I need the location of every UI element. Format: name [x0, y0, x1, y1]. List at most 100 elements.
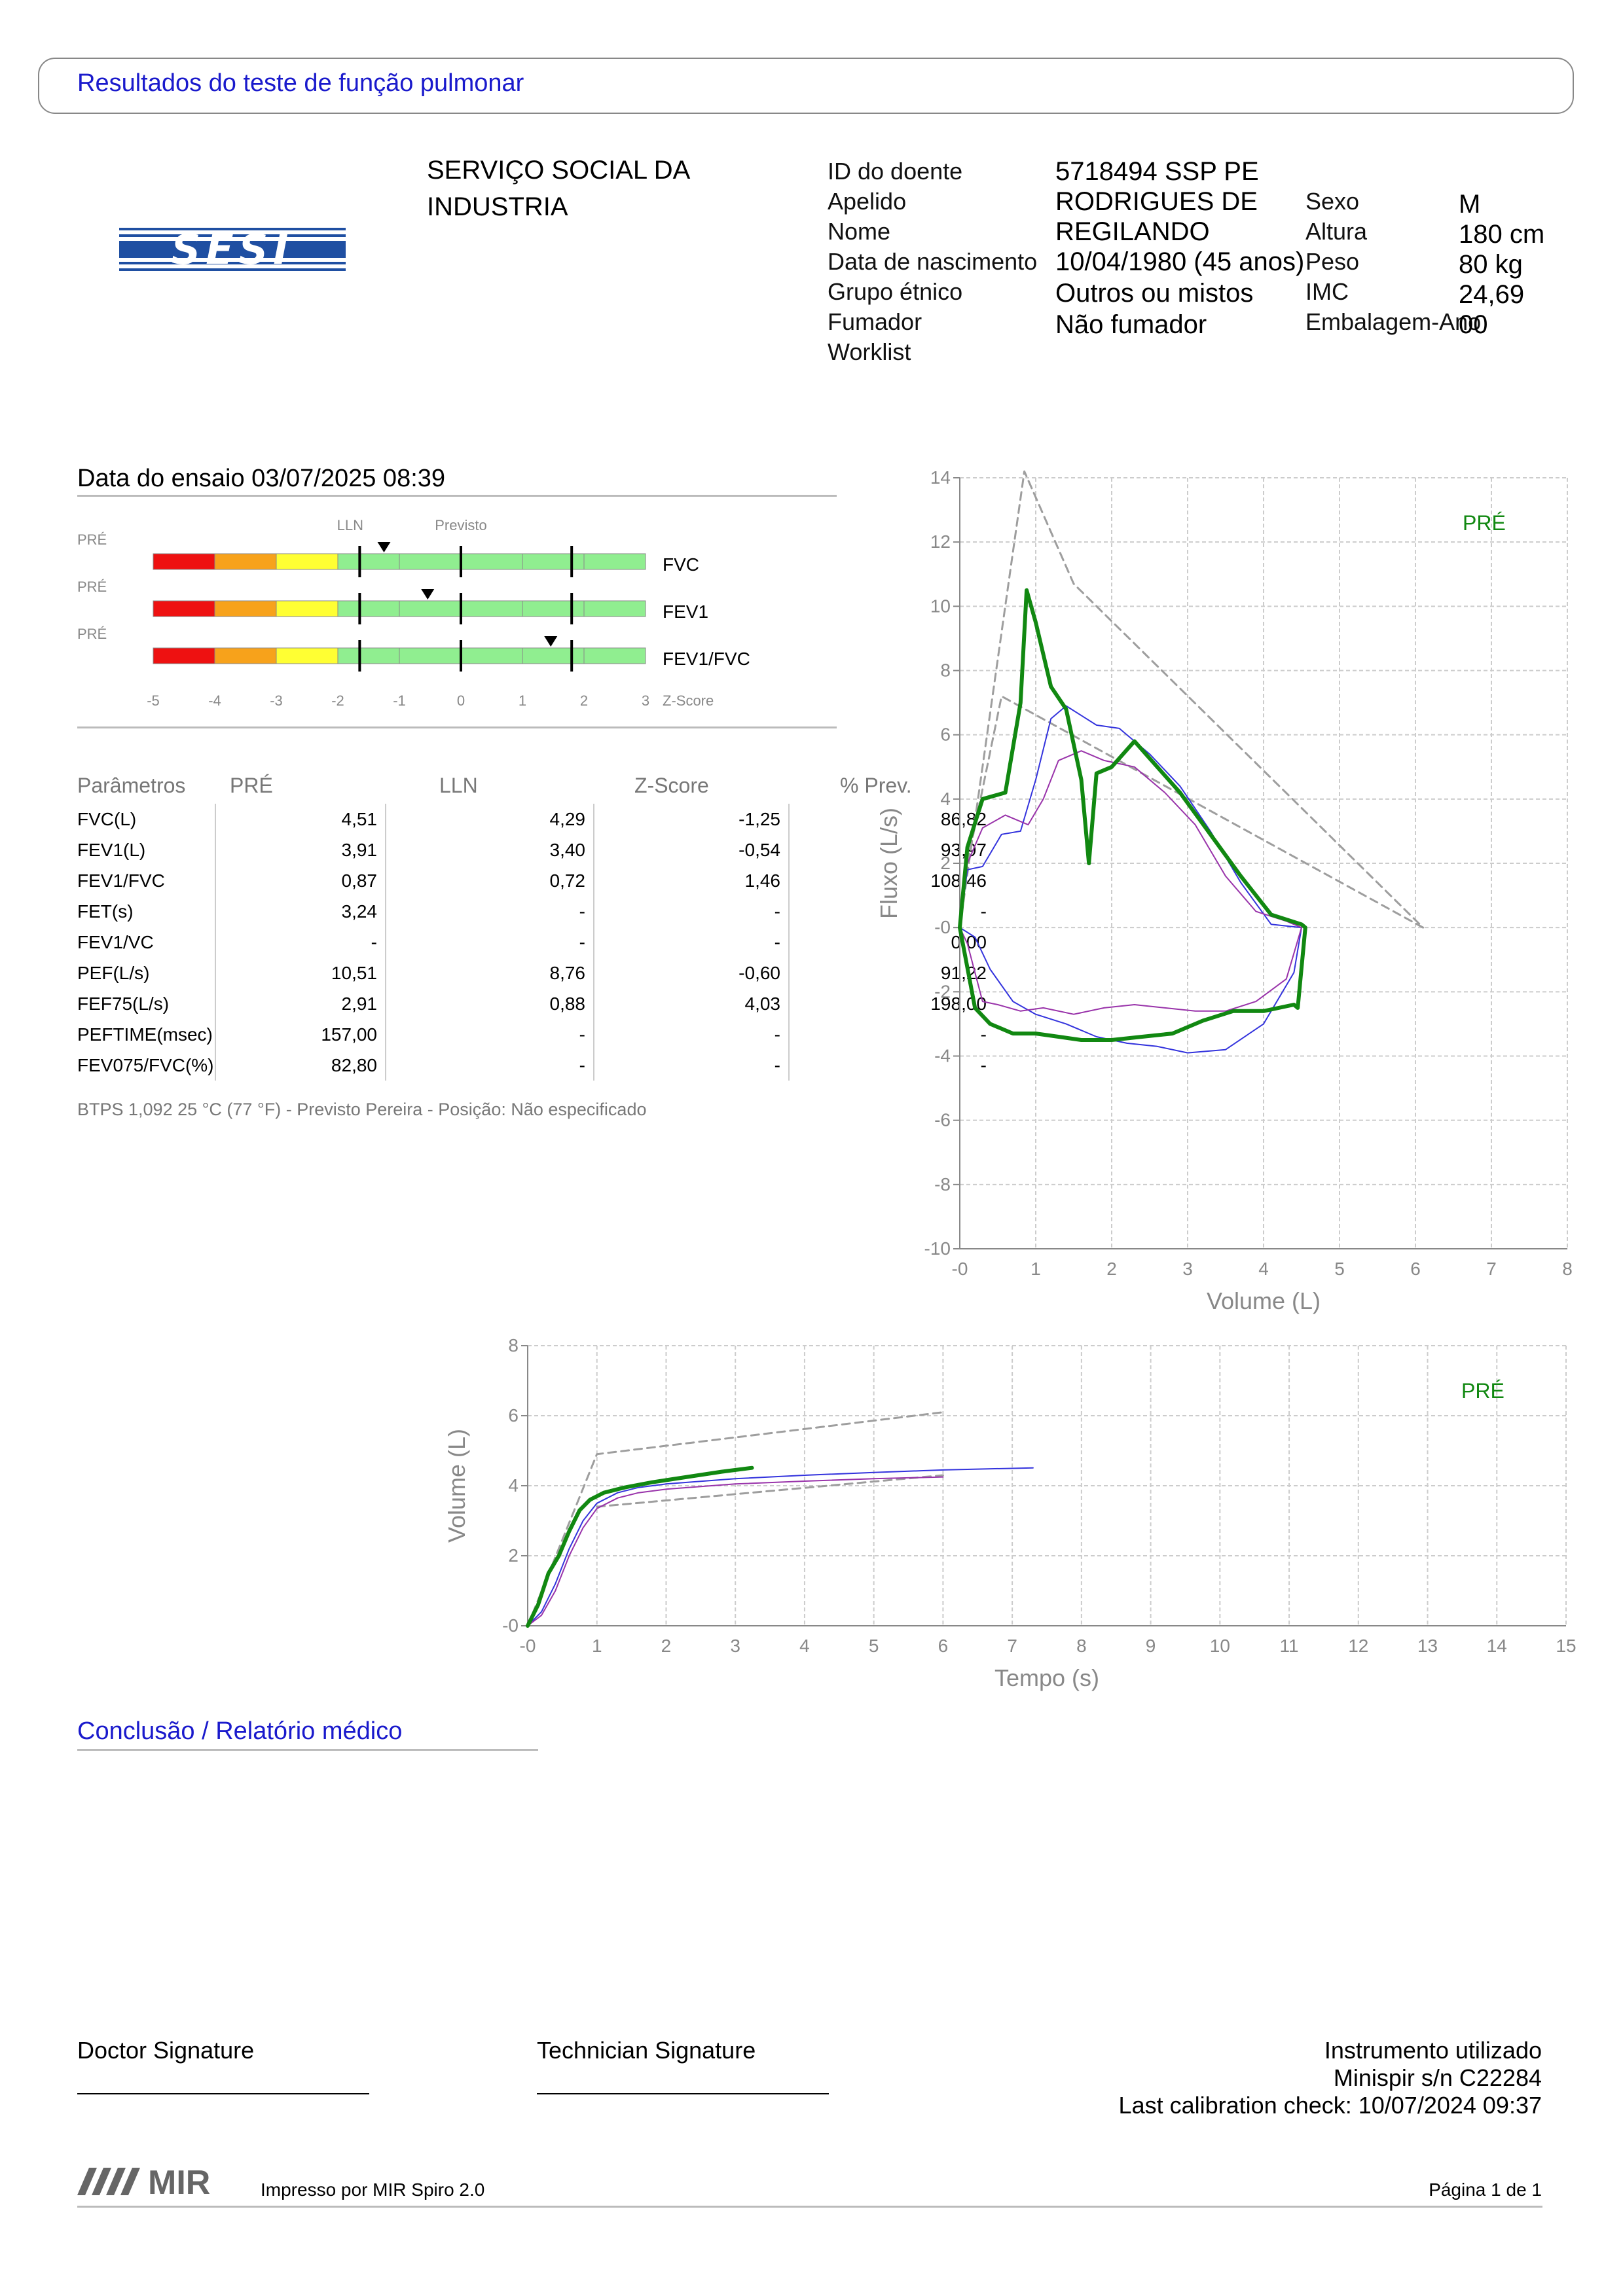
series-line: [527, 1467, 1034, 1626]
zscore-panel: LLN Previsto PRÉ FVC PRÉ FEV1 PRÉ FEV1/FVC -5 -4 -…: [77, 517, 750, 709]
table-row: FEV1/VC - - -0,00: [77, 927, 994, 958]
technician-signature-label: Technician Signature: [537, 2037, 756, 2064]
zscore-tick-label: 1: [519, 692, 526, 709]
instrument-device: Minispir s/n C22284: [1333, 2064, 1542, 2091]
x-tick-label: 4: [799, 1636, 810, 1656]
dob-label: Data de nascimento: [828, 248, 1038, 275]
parameters-table: Parâmetros PRÉ LLN Z-Score % Prev. FVC(L…: [77, 767, 994, 1081]
x-tick-label: -0: [520, 1636, 536, 1656]
series-line: [596, 1474, 944, 1508]
table-cell: -: [593, 896, 789, 927]
instrument-label: Instrumento utilizado: [1324, 2037, 1542, 2064]
series-line: [959, 750, 1302, 1015]
col-header-lln: LLN: [439, 773, 478, 797]
x-tick-label: 6: [1410, 1259, 1421, 1279]
zscore-band: [337, 600, 646, 617]
x-tick-label: 8: [1076, 1636, 1087, 1656]
predicted-label: Previsto: [435, 517, 486, 533]
table-cell: FEV1(L): [77, 839, 146, 860]
table-cell: -: [593, 927, 789, 958]
series-line: [526, 1465, 754, 1628]
table-header-row: Parâmetros PRÉ LLN Z-Score % Prev.: [77, 767, 994, 804]
col-header-zscore: Z-Score: [634, 773, 709, 797]
y-tick-label: 12: [930, 531, 951, 552]
x-tick-label: 7: [1486, 1259, 1497, 1279]
zscore-row-name: FEV1: [663, 601, 708, 622]
y-tick-label: 4: [940, 789, 951, 809]
zscore-band: [276, 553, 338, 570]
zscore-tick-label: -3: [270, 692, 283, 709]
organization-line2: INDUSTRIA: [427, 192, 568, 221]
zscore-marker: [377, 542, 391, 552]
y-tick-label: 6: [940, 725, 951, 745]
doctor-signature-line: [77, 2093, 369, 2094]
x-tick-label: 3: [730, 1636, 740, 1656]
zscore-tick-label: -1: [393, 692, 406, 709]
x-tick-label: 11: [1280, 1636, 1299, 1656]
weight-label: Peso: [1305, 248, 1360, 275]
zscore-band: [214, 553, 277, 570]
y-tick-label: 2: [508, 1545, 519, 1566]
height-label: Altura: [1305, 218, 1368, 245]
zscore-tick-label: 2: [580, 692, 588, 709]
ethnic-group-label: Grupo étnico: [828, 278, 963, 305]
pack-years-label: Embalagem-Ano: [1305, 308, 1482, 335]
dob-value: 10/04/1980 (45 anos): [1055, 247, 1305, 276]
zscore-axis-unit: Z-Score: [663, 692, 714, 709]
series-line: [958, 588, 1307, 1042]
y-tick-label: -6: [934, 1110, 951, 1130]
y-tick-label: 6: [508, 1405, 519, 1426]
pre-tag: PRÉ: [77, 626, 107, 642]
table-cell: 157,00: [215, 1019, 386, 1050]
zscore-tick-label: 3: [642, 692, 649, 709]
report-header-frame: [38, 58, 1574, 114]
btps-note: BTPS 1,092 25 °C (77 °F) - Previsto Pere…: [77, 1100, 647, 1119]
table-cell: -: [385, 1019, 594, 1050]
table-cell: -: [593, 1019, 789, 1050]
zscore-band: [153, 553, 215, 570]
table-cell: FVC(L): [77, 808, 137, 829]
series-line: [959, 705, 1302, 1054]
table-cell: 8,76: [385, 958, 594, 988]
x-tick-label: 15: [1556, 1636, 1576, 1656]
sex-value: M: [1459, 190, 1481, 219]
bmi-value: 24,69: [1459, 280, 1525, 309]
table-cell: 10,51: [215, 958, 386, 988]
table-cell: 4,29: [385, 804, 594, 834]
zscore-tick-label: -4: [208, 692, 221, 709]
table-cell: FEF75(L/s): [77, 993, 170, 1014]
ethnic-group-value: Outros ou mistos: [1055, 279, 1254, 308]
flow-volume-chart: -0 1 2 3 4 5 6 7 81412108642-0-2-4-6-8-10Volume …: [875, 467, 1573, 1314]
y-tick-label: -10: [924, 1238, 951, 1259]
zscore-marker: [421, 589, 435, 600]
table-cell: -0,54: [593, 834, 789, 865]
x-tick-label: 12: [1348, 1636, 1368, 1656]
table-cell: -1,25: [593, 804, 789, 834]
col-header-pre: PRÉ: [230, 773, 273, 797]
table-cell: -: [215, 927, 386, 958]
mir-logo: MIR: [77, 2161, 247, 2202]
pre-tag: PRÉ: [77, 531, 107, 548]
table-cell: PEFTIME(msec): [77, 1024, 213, 1045]
y-tick-label: -0: [934, 917, 951, 937]
table-cell: 4,51: [215, 804, 386, 834]
y-tick-label: -4: [934, 1046, 951, 1066]
doctor-signature-label: Doctor Signature: [77, 2037, 255, 2064]
x-axis-label: Tempo (s): [994, 1664, 1099, 1691]
x-tick-label: 13: [1417, 1636, 1438, 1656]
table-cell: 4,03: [593, 988, 789, 1019]
series-line: [958, 470, 1425, 929]
zscore-band: [153, 647, 215, 664]
organization-line1: SERVIÇO SOCIAL DA: [427, 156, 691, 185]
zscore-band: [214, 647, 277, 664]
zscore-tick-label: -2: [331, 692, 344, 709]
name-label: Nome: [828, 218, 891, 245]
x-tick-label: 3: [1182, 1259, 1193, 1279]
table-cell: FEV075/FVC(%): [77, 1054, 214, 1075]
table-cell: -: [385, 1050, 594, 1081]
x-tick-label: 1: [1030, 1259, 1041, 1279]
zscore-marker: [544, 636, 558, 647]
patient-id-label: ID do doente: [828, 158, 963, 185]
lln-label: LLN: [337, 517, 363, 533]
zscore-band: [337, 647, 646, 664]
